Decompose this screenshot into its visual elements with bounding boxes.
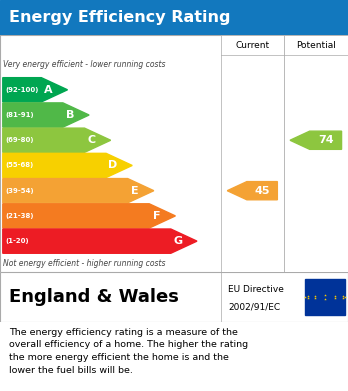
Text: Not energy efficient - higher running costs: Not energy efficient - higher running co…: [3, 259, 166, 268]
Polygon shape: [290, 131, 342, 149]
Polygon shape: [3, 78, 68, 102]
Text: (69-80): (69-80): [6, 137, 34, 143]
Text: (21-38): (21-38): [6, 213, 34, 219]
Text: Potential: Potential: [296, 41, 336, 50]
Polygon shape: [227, 181, 277, 200]
Text: Very energy efficient - lower running costs: Very energy efficient - lower running co…: [3, 60, 166, 69]
Text: Current: Current: [235, 41, 269, 50]
Text: (1-20): (1-20): [6, 238, 29, 244]
Polygon shape: [3, 229, 197, 253]
Polygon shape: [3, 103, 89, 127]
Bar: [284, 35, 348, 272]
Text: D: D: [108, 160, 117, 170]
Text: E: E: [131, 186, 139, 196]
Text: The energy efficiency rating is a measure of the
overall efficiency of a home. T: The energy efficiency rating is a measur…: [9, 328, 248, 375]
Text: B: B: [66, 110, 74, 120]
Text: England & Wales: England & Wales: [9, 288, 179, 306]
Polygon shape: [3, 204, 175, 228]
Bar: [221, 35, 284, 272]
Text: (92-100): (92-100): [6, 87, 39, 93]
Text: (81-91): (81-91): [6, 112, 34, 118]
FancyBboxPatch shape: [306, 279, 346, 315]
Text: A: A: [44, 85, 53, 95]
Polygon shape: [3, 179, 154, 203]
Text: 2002/91/EC: 2002/91/EC: [228, 303, 280, 312]
Text: 45: 45: [254, 186, 270, 196]
Text: C: C: [88, 135, 96, 145]
Text: G: G: [173, 236, 182, 246]
Text: Energy Efficiency Rating: Energy Efficiency Rating: [9, 10, 230, 25]
Text: EU Directive: EU Directive: [228, 285, 284, 294]
Text: 74: 74: [318, 135, 333, 145]
Polygon shape: [3, 128, 111, 152]
Polygon shape: [3, 153, 132, 178]
Text: (55-68): (55-68): [6, 163, 34, 169]
Text: (39-54): (39-54): [6, 188, 34, 194]
Text: F: F: [153, 211, 160, 221]
